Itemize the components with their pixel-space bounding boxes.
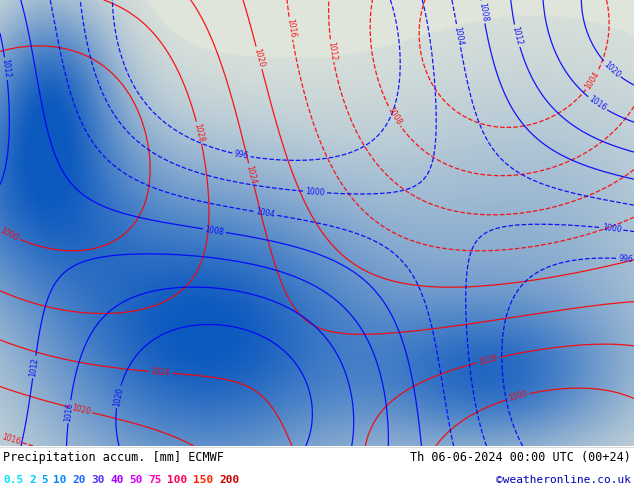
Text: 1004: 1004 [255,207,275,220]
Text: 996: 996 [618,254,634,264]
Text: 1012: 1012 [1,59,11,79]
Text: 1000: 1000 [602,223,622,234]
Text: 1028: 1028 [193,122,205,143]
Text: 50: 50 [129,475,143,485]
Text: 100: 100 [167,475,187,485]
Text: 30: 30 [91,475,105,485]
Text: ©weatheronline.co.uk: ©weatheronline.co.uk [496,475,631,485]
Text: 1016: 1016 [1,432,22,446]
Text: Th 06-06-2024 00:00 UTC (00+24): Th 06-06-2024 00:00 UTC (00+24) [410,451,631,465]
Text: 1020: 1020 [112,387,124,407]
Text: 1004: 1004 [584,70,602,91]
Text: 1012: 1012 [326,41,338,61]
Text: 996: 996 [233,149,250,161]
Text: 150: 150 [193,475,213,485]
Text: 1024: 1024 [150,367,171,378]
Text: 1024: 1024 [245,164,258,185]
Text: 1008: 1008 [477,1,489,22]
Text: 20: 20 [72,475,86,485]
Text: 1016: 1016 [587,95,608,113]
Text: 1020: 1020 [252,48,266,68]
Text: 1008: 1008 [204,225,224,237]
Text: 1028: 1028 [477,353,498,367]
Text: 1012: 1012 [29,357,40,377]
Text: 1016: 1016 [285,18,297,39]
Text: 1012: 1012 [510,25,524,46]
Text: 2: 2 [29,475,36,485]
Text: Precipitation accum. [mm] ECMWF: Precipitation accum. [mm] ECMWF [3,451,224,465]
Text: 1000: 1000 [507,390,529,403]
Text: 40: 40 [110,475,124,485]
Text: 1000: 1000 [0,226,20,243]
Text: 1004: 1004 [453,25,465,46]
Text: 1020: 1020 [602,59,622,79]
Text: 1020: 1020 [70,403,91,416]
Text: 1008: 1008 [385,106,403,127]
Text: 75: 75 [148,475,162,485]
Text: 200: 200 [219,475,239,485]
Text: 10: 10 [53,475,67,485]
Text: 1016: 1016 [63,402,75,422]
Text: 5: 5 [41,475,48,485]
Text: 1000: 1000 [304,187,325,197]
Text: 0.5: 0.5 [3,475,23,485]
